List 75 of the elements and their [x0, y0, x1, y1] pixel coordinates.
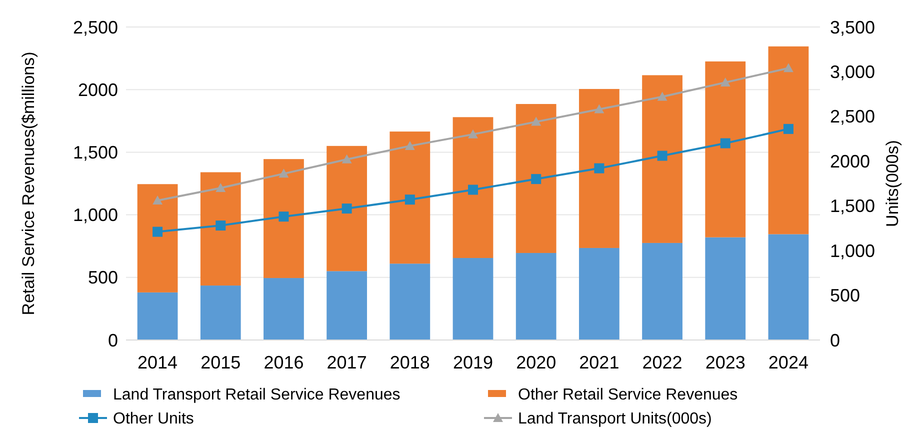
- x-tick-label: 2017: [326, 352, 367, 372]
- bar: [452, 258, 494, 340]
- y-tick-label: 2000: [78, 80, 118, 100]
- x-tick-label: 2022: [642, 352, 682, 372]
- y2-tick-label: 3,000: [830, 62, 876, 82]
- point: [657, 92, 668, 101]
- bar: [326, 271, 368, 340]
- y2-tick-label: 1,000: [830, 240, 876, 261]
- y-tick-label: 1,000: [72, 205, 118, 226]
- point: [152, 195, 163, 204]
- point: [278, 168, 289, 178]
- point: [342, 204, 352, 214]
- bar: [705, 237, 746, 340]
- bar: [452, 117, 494, 258]
- point: [404, 140, 415, 150]
- bar: [200, 286, 241, 340]
- point: [531, 116, 542, 126]
- bar: [390, 264, 430, 340]
- point: [468, 129, 478, 138]
- point: [342, 154, 352, 164]
- bar: [642, 75, 682, 243]
- point: [216, 220, 226, 231]
- x-tick-label: 2016: [264, 352, 304, 372]
- bar: [578, 88, 620, 248]
- y2-tick-label: 500: [830, 286, 860, 306]
- x-tick-label: 2020: [516, 352, 556, 372]
- y2-tick-label: 3,500: [830, 17, 876, 38]
- bar: [516, 104, 556, 253]
- point: [531, 174, 542, 184]
- x-tick-label: 2024: [768, 352, 808, 372]
- x-tick-label: 2014: [138, 352, 178, 372]
- legend-label: Land Transport Retail Service Revenues: [113, 386, 400, 404]
- point: [783, 63, 794, 72]
- y2-tick-label: 2000: [830, 151, 870, 172]
- point: [783, 124, 794, 134]
- bar: [642, 242, 682, 340]
- point: [720, 77, 730, 86]
- x-tick-label: 2023: [705, 352, 746, 372]
- bar: [768, 234, 809, 340]
- x-tick-label: 2019: [452, 352, 494, 372]
- y-axis-title: Retail Service Revenues($millions): [18, 52, 38, 316]
- point: [594, 104, 604, 114]
- bar: [516, 252, 556, 340]
- point: [594, 163, 604, 174]
- y-tick-label: 2,500: [72, 17, 118, 38]
- y2-tick-label: 0: [830, 330, 840, 350]
- bar: [137, 184, 178, 292]
- legend-label: Other Units: [113, 410, 194, 428]
- bar: [137, 292, 178, 340]
- y2-tick-label: 2,500: [830, 106, 876, 127]
- bar: [326, 146, 368, 272]
- point: [152, 226, 163, 237]
- point: [278, 212, 289, 222]
- x-tick-label: 2021: [579, 352, 620, 372]
- legend-label: Land Transport Units(000s): [518, 410, 712, 428]
- bar: [705, 61, 746, 238]
- point: [657, 150, 668, 161]
- bar: [578, 248, 620, 340]
- point: [404, 194, 415, 205]
- point: [720, 138, 730, 148]
- x-tick-label: 2018: [390, 352, 430, 372]
- point: [468, 184, 478, 195]
- bar: [390, 132, 430, 264]
- bar: [200, 172, 241, 286]
- x-tick-label: 2015: [200, 352, 241, 372]
- bar: [264, 278, 304, 340]
- y-tick-label: 1,500: [72, 142, 118, 162]
- point: [216, 182, 226, 192]
- legend-label: Other Retail Service Revenues: [518, 386, 738, 404]
- bar: [768, 46, 809, 234]
- y2-tick-label: 1,500: [830, 196, 876, 216]
- y2-axis-title: Units(000s): [882, 140, 902, 227]
- y-tick-label: 0: [108, 330, 118, 350]
- y-tick-label: 500: [88, 268, 118, 288]
- bar: [264, 159, 304, 278]
